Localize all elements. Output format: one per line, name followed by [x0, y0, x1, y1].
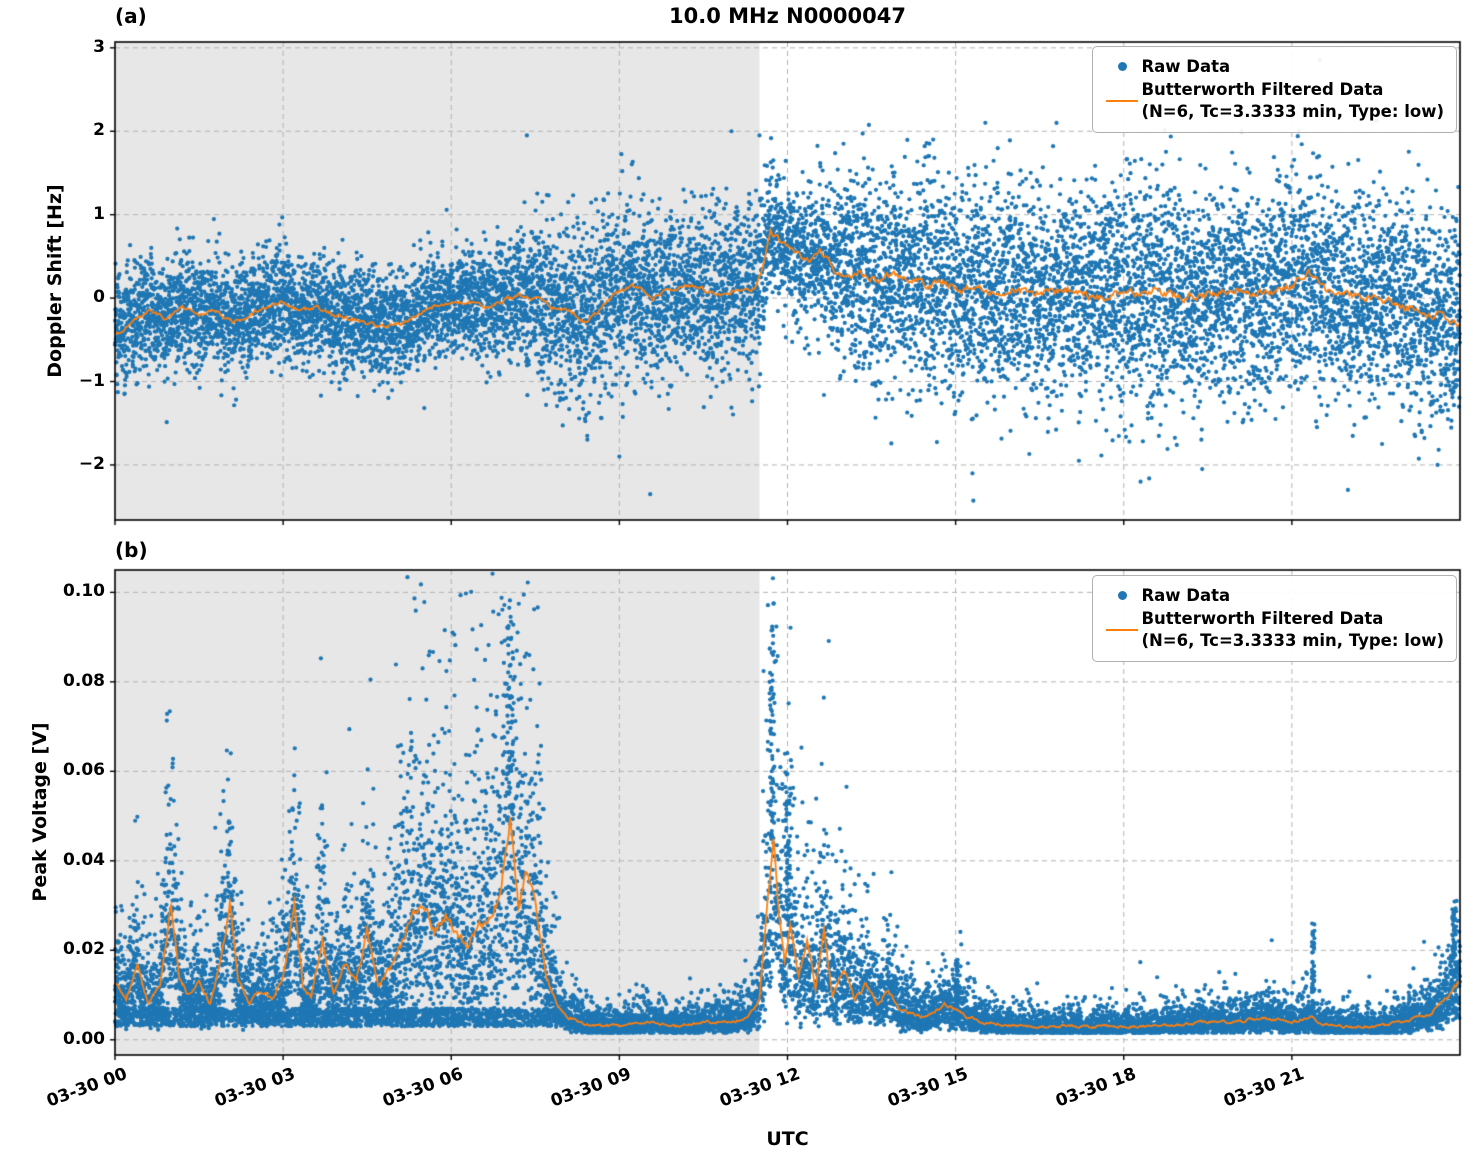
y-tick-label: 0.10: [63, 581, 105, 602]
x-axis-label: UTC: [766, 1128, 809, 1150]
legend-entry-raw-data: Raw Data: [1103, 56, 1444, 77]
legend-raw-data-label: Raw Data: [1141, 57, 1231, 76]
legend-raw-data-label: Raw Data: [1141, 586, 1231, 605]
y-tick-label: −1: [78, 370, 105, 391]
legend-panel-a: Raw Data Butterworth Filtered Data (N=6,…: [1092, 46, 1457, 134]
legend-filtered-params: (N=6, Tc=3.3333 min, Type: low): [1141, 630, 1444, 650]
y-tick-label: 0.04: [63, 849, 105, 870]
y-tick-label: 0.02: [63, 939, 105, 960]
y-axis-label-voltage: Peak Voltage [V]: [29, 722, 51, 902]
y-tick-label: 0: [93, 287, 105, 308]
y-tick-label: 2: [93, 120, 105, 141]
raw-data-marker-icon: [1117, 62, 1127, 72]
chart-title: 10.0 MHz N0000047: [669, 4, 906, 28]
legend-entry-filtered-data: Butterworth Filtered Data (N=6, Tc=3.333…: [1103, 608, 1444, 651]
y-tick-label: 0.00: [63, 1028, 105, 1049]
filtered-line-marker-icon: [1106, 628, 1139, 631]
panel-b-label: (b): [115, 538, 148, 562]
y-axis-label-doppler: Doppler Shift [Hz]: [44, 184, 66, 378]
legend-filtered-label: Butterworth Filtered Data: [1141, 80, 1384, 100]
y-tick-label: 0.06: [63, 760, 105, 781]
y-tick-label: 1: [93, 203, 105, 224]
legend-entry-raw-data: Raw Data: [1103, 585, 1444, 606]
raw-data-marker-icon: [1117, 591, 1127, 601]
y-tick-label: 0.08: [63, 670, 105, 691]
legend-entry-filtered-data: Butterworth Filtered Data (N=6, Tc=3.333…: [1103, 79, 1444, 122]
legend-filtered-label: Butterworth Filtered Data: [1141, 609, 1384, 629]
filtered-line-marker-icon: [1106, 99, 1139, 102]
y-tick-label: 3: [93, 36, 105, 57]
legend-panel-b: Raw Data Butterworth Filtered Data (N=6,…: [1092, 575, 1457, 663]
panel-a-label: (a): [115, 4, 147, 28]
legend-filtered-params: (N=6, Tc=3.3333 min, Type: low): [1141, 101, 1444, 121]
y-tick-label: −2: [78, 453, 105, 474]
